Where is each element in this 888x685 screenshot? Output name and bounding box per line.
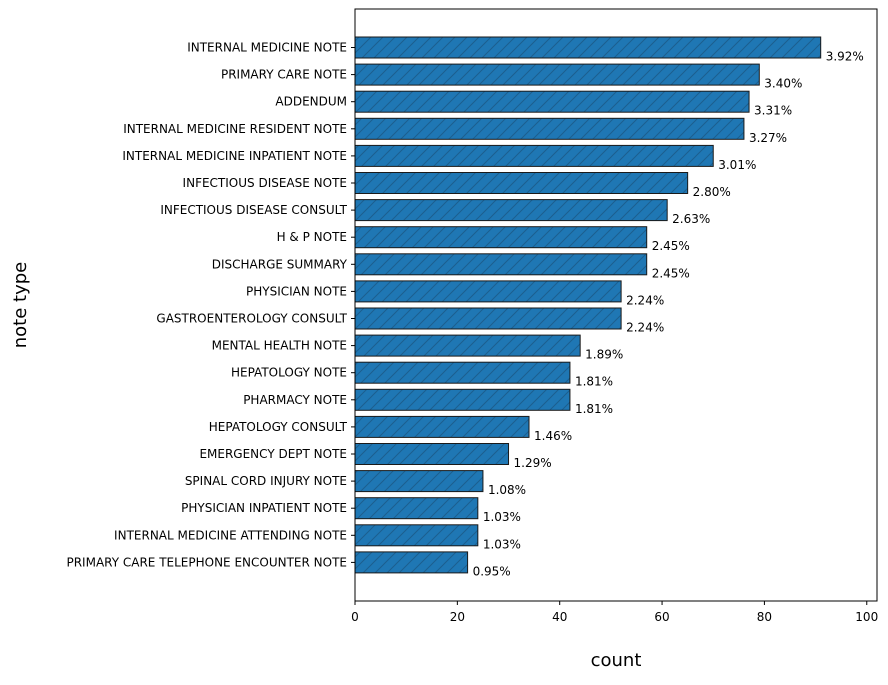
data-label: 1.89% bbox=[585, 348, 623, 362]
bar bbox=[354, 443, 510, 465]
bar bbox=[354, 36, 822, 59]
data-label: 1.81% bbox=[575, 375, 613, 389]
data-label: 2.80% bbox=[693, 185, 731, 199]
bar bbox=[354, 172, 689, 194]
bar bbox=[354, 307, 622, 330]
x-axis-title: count bbox=[591, 650, 642, 671]
y-tick-label: H & P NOTE bbox=[277, 230, 347, 244]
bar bbox=[354, 388, 571, 411]
bar bbox=[354, 415, 530, 438]
y-tick-label: PHARMACY NOTE bbox=[243, 393, 347, 407]
bar bbox=[354, 253, 648, 276]
data-label: 1.08% bbox=[488, 483, 526, 497]
data-label: 1.29% bbox=[514, 456, 552, 470]
y-tick-label: HEPATOLOGY CONSULT bbox=[209, 420, 348, 434]
plot-area-frame bbox=[354, 8, 878, 602]
y-tick-label: SPINAL CORD INJURY NOTE bbox=[185, 474, 347, 488]
y-tick-label: INTERNAL MEDICINE ATTENDING NOTE bbox=[114, 528, 347, 542]
y-tick-label: INFECTIOUS DISEASE NOTE bbox=[183, 176, 347, 190]
x-tick-label: 0 bbox=[351, 610, 359, 624]
bar bbox=[354, 117, 745, 140]
data-label: 3.31% bbox=[754, 104, 792, 118]
y-tick-label: INTERNAL MEDICINE RESIDENT NOTE bbox=[123, 122, 347, 136]
bar bbox=[354, 497, 479, 520]
y-tick-label: INFECTIOUS DISEASE CONSULT bbox=[160, 203, 347, 217]
bar bbox=[354, 361, 571, 384]
y-tick-label: DISCHARGE SUMMARY bbox=[212, 257, 348, 271]
bar bbox=[354, 470, 484, 493]
data-label: 1.81% bbox=[575, 402, 613, 416]
data-label: 1.03% bbox=[483, 510, 521, 524]
data-label: 1.46% bbox=[534, 429, 572, 443]
data-label: 3.40% bbox=[764, 77, 802, 91]
y-tick-label: PRIMARY CARE NOTE bbox=[221, 68, 347, 82]
bar bbox=[354, 334, 581, 357]
bar bbox=[354, 524, 479, 547]
y-tick-label: ADDENDUM bbox=[275, 95, 347, 109]
bar bbox=[354, 144, 714, 167]
data-label: 2.45% bbox=[652, 266, 690, 280]
y-tick-label: EMERGENCY DEPT NOTE bbox=[199, 447, 347, 461]
bar bbox=[354, 551, 469, 574]
bar bbox=[354, 199, 668, 222]
y-axis-title: note type bbox=[10, 262, 31, 348]
data-label: 2.24% bbox=[626, 293, 664, 307]
y-tick-label: MENTAL HEALTH NOTE bbox=[212, 339, 347, 353]
y-tick-label: PRIMARY CARE TELEPHONE ENCOUNTER NOTE bbox=[66, 555, 347, 569]
y-tick-label: PHYSICIAN INPATIENT NOTE bbox=[181, 501, 347, 515]
data-label: 1.03% bbox=[483, 537, 521, 551]
y-tick-label: INTERNAL MEDICINE NOTE bbox=[187, 41, 347, 55]
data-label: 2.24% bbox=[626, 321, 664, 335]
y-tick-label: PHYSICIAN NOTE bbox=[246, 284, 347, 298]
bar bbox=[354, 280, 622, 303]
data-label: 2.63% bbox=[672, 212, 710, 226]
data-label: 3.92% bbox=[826, 50, 864, 64]
x-tick-label: 20 bbox=[450, 610, 465, 624]
bar bbox=[354, 63, 760, 86]
data-label: 3.01% bbox=[718, 158, 756, 172]
x-tick-label: 40 bbox=[552, 610, 567, 624]
x-tick-label: 60 bbox=[654, 610, 669, 624]
data-label: 2.45% bbox=[652, 239, 690, 253]
bar bbox=[354, 226, 648, 249]
y-tick-label: INTERNAL MEDICINE INPATIENT NOTE bbox=[122, 149, 347, 163]
x-tick-label: 80 bbox=[757, 610, 772, 624]
y-tick-label: HEPATOLOGY NOTE bbox=[231, 366, 347, 380]
data-label: 3.27% bbox=[749, 131, 787, 145]
x-tick-label: 100 bbox=[855, 610, 878, 624]
bar bbox=[354, 90, 750, 113]
data-label: 0.95% bbox=[473, 564, 511, 578]
y-tick-label: GASTROENTEROLOGY CONSULT bbox=[156, 312, 347, 326]
